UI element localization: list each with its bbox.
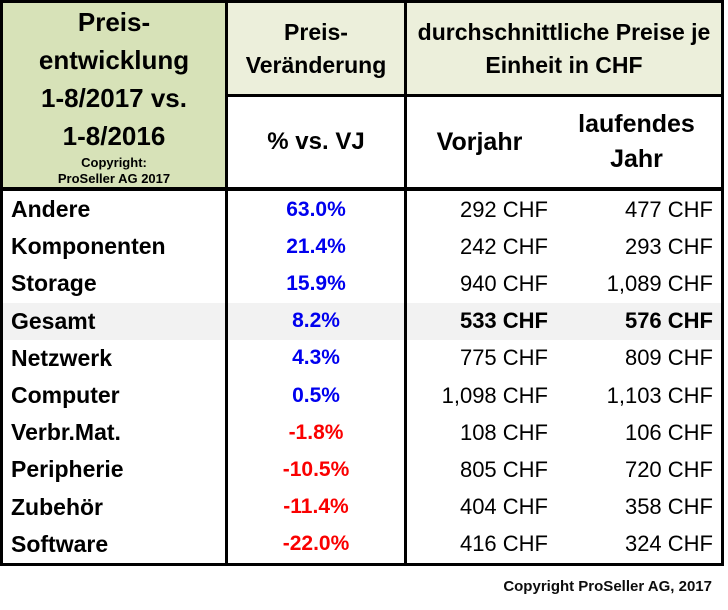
price-subcolumn-headers: Vorjahr laufendes Jahr bbox=[407, 97, 721, 191]
row-change-percent: 4.3% bbox=[228, 339, 407, 377]
row-label: Andere bbox=[3, 191, 228, 229]
price-header-line: durchschnittliche Preise je bbox=[417, 18, 711, 45]
table-title-cell: Preis- entwicklung 1-8/2017 vs. 1-8/2016… bbox=[3, 3, 228, 191]
value-laufendes-jahr: 106 CHF bbox=[624, 419, 713, 445]
row-change-percent: 63.0% bbox=[228, 191, 407, 229]
title-copyright: Copyright: bbox=[81, 155, 147, 170]
row-change-percent: -1.8% bbox=[228, 414, 407, 452]
row-label: Peripherie bbox=[3, 451, 228, 489]
row-values: 805 CHF 720 CHF bbox=[407, 451, 721, 488]
row-label: Zubehör bbox=[3, 488, 228, 526]
row-values: 404 CHF 358 CHF bbox=[407, 489, 721, 526]
value-laufendes-jahr: 809 CHF bbox=[624, 345, 713, 371]
value-vorjahr: 805 CHF bbox=[459, 456, 548, 482]
row-label: Computer bbox=[3, 377, 228, 415]
title-line: entwicklung bbox=[38, 45, 190, 75]
vorjahr-column-header: Vorjahr bbox=[436, 127, 523, 156]
row-label: Storage bbox=[3, 265, 228, 303]
row-values: 242 CHF 293 CHF bbox=[407, 228, 721, 265]
row-values: 292 CHF 477 CHF bbox=[407, 191, 721, 228]
row-label: Verbr.Mat. bbox=[3, 414, 228, 452]
row-values: 1,098 CHF 1,103 CHF bbox=[407, 377, 721, 414]
title-line: Preis- bbox=[77, 7, 151, 37]
title-line: 1-8/2016 bbox=[62, 121, 166, 151]
percent-vs-vj-header: % vs. VJ bbox=[228, 97, 407, 191]
price-group-header: durchschnittliche Preise je Einheit in C… bbox=[407, 3, 721, 97]
row-label: Software bbox=[3, 525, 228, 563]
value-vorjahr: 242 CHF bbox=[459, 233, 548, 259]
laufendes-jahr-label: laufendes Jahr bbox=[578, 110, 695, 173]
title-copyright: ProSeller AG 2017 bbox=[57, 171, 171, 186]
title-line: 1-8/2017 vs. bbox=[40, 83, 187, 113]
value-vorjahr: 533 CHF bbox=[459, 308, 548, 334]
footer-copyright: Copyright ProSeller AG, 2017 bbox=[503, 578, 712, 595]
value-laufendes-jahr: 576 CHF bbox=[624, 308, 713, 334]
change-header-line: Veränderung bbox=[245, 51, 387, 78]
value-laufendes-jahr: 720 CHF bbox=[624, 456, 713, 482]
value-vorjahr: 108 CHF bbox=[459, 419, 548, 445]
value-vorjahr: 416 CHF bbox=[459, 531, 548, 557]
value-laufendes-jahr: 477 CHF bbox=[624, 196, 713, 222]
row-change-percent: -22.0% bbox=[228, 525, 407, 563]
row-values: 775 CHF 809 CHF bbox=[407, 340, 721, 377]
value-laufendes-jahr: 293 CHF bbox=[624, 233, 713, 259]
value-laufendes-jahr: 324 CHF bbox=[624, 531, 713, 557]
row-values: 108 CHF 106 CHF bbox=[407, 414, 721, 451]
value-laufendes-jahr: 358 CHF bbox=[624, 494, 713, 520]
row-values: 940 CHF 1,089 CHF bbox=[407, 265, 721, 302]
row-change-percent: 21.4% bbox=[228, 228, 407, 266]
change-header-line: Preis- bbox=[284, 18, 348, 45]
value-vorjahr: 1,098 CHF bbox=[441, 382, 548, 408]
value-vorjahr: 940 CHF bbox=[459, 270, 548, 296]
laufendes-jahr-column-header: laufendes Jahr bbox=[552, 97, 721, 187]
price-header-line: Einheit in CHF bbox=[485, 51, 643, 78]
row-label: Gesamt bbox=[3, 302, 228, 340]
row-values: 416 CHF 324 CHF bbox=[407, 526, 721, 563]
row-label: Netzwerk bbox=[3, 339, 228, 377]
row-change-percent: -11.4% bbox=[228, 488, 407, 526]
price-table: Preis- entwicklung 1-8/2017 vs. 1-8/2016… bbox=[0, 0, 724, 566]
value-laufendes-jahr: 1,103 CHF bbox=[606, 382, 713, 408]
row-change-percent: 15.9% bbox=[228, 265, 407, 303]
change-column-header: Preis- Veränderung bbox=[228, 3, 407, 97]
row-values: 533 CHF 576 CHF bbox=[407, 302, 721, 340]
row-change-percent: -10.5% bbox=[228, 451, 407, 489]
row-change-percent: 0.5% bbox=[228, 377, 407, 415]
value-vorjahr: 404 CHF bbox=[459, 494, 548, 520]
row-change-percent: 8.2% bbox=[228, 302, 407, 340]
value-vorjahr: 292 CHF bbox=[459, 196, 548, 222]
value-vorjahr: 775 CHF bbox=[459, 345, 548, 371]
value-laufendes-jahr: 1,089 CHF bbox=[606, 270, 713, 296]
row-label: Komponenten bbox=[3, 228, 228, 266]
